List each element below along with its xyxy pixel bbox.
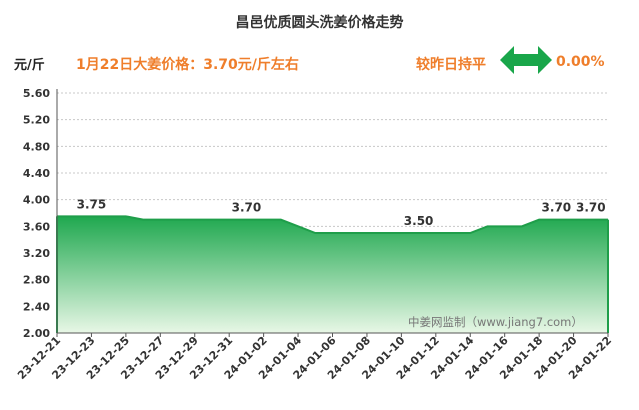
y-tick-label: 5.60 (23, 87, 50, 100)
page-title: 昌邑优质圆头洗姜价格走势 (235, 15, 404, 31)
double-arrow-icon (500, 46, 552, 74)
change-value: 0.00% (556, 54, 605, 70)
y-tick-label: 2.40 (23, 300, 50, 313)
compare-label: 较昨日持平 (416, 57, 486, 73)
x-tick-labels: 23-12-2123-12-2323-12-2523-12-2723-12-29… (15, 334, 614, 382)
y-tick-label: 4.80 (23, 140, 50, 153)
double-arrow-shape (500, 46, 552, 74)
y-tick-label: 3.20 (23, 247, 50, 260)
axes (56, 89, 609, 337)
series-line (57, 215, 608, 234)
area-fill (57, 216, 608, 333)
y-tick-label: 4.00 (23, 194, 50, 207)
watermark: 中姜网监制（www.jiang7.com） (408, 315, 583, 329)
y-tick-label: 2.00 (23, 327, 50, 340)
y-tick-label: 4.40 (23, 167, 50, 180)
y-tick-label: 2.80 (23, 274, 50, 287)
data-label: 3.75 (77, 197, 107, 211)
y-axis-unit-label: 元/斤 (14, 58, 45, 73)
data-label: 3.70 (232, 201, 262, 215)
y-tick-label: 3.60 (23, 220, 50, 233)
y-tick-labels: 2.00 2.40 2.80 3.20 3.60 4.00 4.40 4.80 5.20 5.60 (23, 87, 50, 340)
price-note: 1月22日大姜价格：3.70元/斤左右 (76, 57, 299, 73)
data-label: 3.70 (542, 201, 572, 215)
data-label: 3.50 (404, 214, 434, 228)
data-label: 3.70 (576, 201, 606, 215)
y-tick-label: 5.20 (23, 114, 50, 127)
data-labels: 3.75 3.70 3.50 3.70 3.70 (77, 197, 606, 228)
